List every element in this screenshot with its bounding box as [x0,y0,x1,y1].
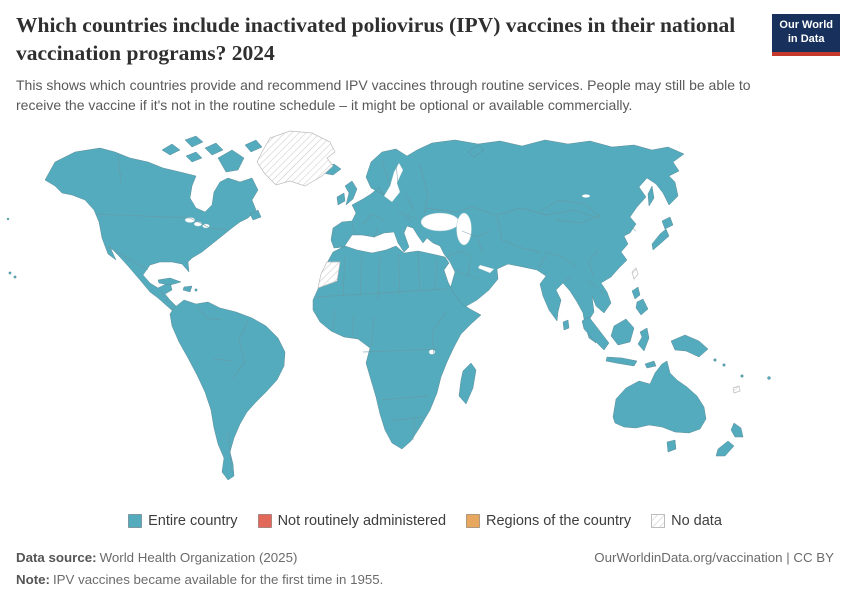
not-routine-swatch-icon [257,514,272,529]
island-solomon[interactable] [713,358,717,363]
island-vanuatu[interactable] [740,374,744,379]
region-new-caledonia-no-data[interactable] [732,386,741,394]
island-aleutian[interactable] [6,218,10,221]
region-taiwan-no-data[interactable] [631,267,639,281]
data-source-label: Data source: [16,550,97,566]
chart-subtitle: This shows which countries provide and r… [16,76,751,114]
island-solomon-2[interactable] [722,363,726,368]
legend-item-regions-of-country[interactable]: Regions of the country [466,513,631,529]
island-puerto-rico[interactable] [194,289,198,292]
landmass-eurasia[interactable] [330,140,685,345]
landmass-sakhalin[interactable] [647,185,655,208]
no-data-regions[interactable] [256,131,741,394]
logo-line-2: in Data [787,32,825,45]
landmass-caribbean[interactable] [157,278,193,293]
legend-label: Regions of the country [486,513,632,530]
footer-left: Data source: World Health Organization (2… [16,547,383,590]
legend-label: No data [671,513,722,530]
landmass-british-isles[interactable] [336,181,358,207]
landmass-africa[interactable] [312,246,482,450]
legend-item-not-routinely-administered[interactable]: Not routinely administered [257,513,447,530]
page-title: Which countries include inactivated poli… [16,13,736,65]
landmass-indonesia[interactable] [581,317,657,369]
landmass-newfoundland[interactable] [249,210,262,221]
landmass-arctic-islands[interactable] [161,136,263,173]
legend-label: Entire country [148,513,238,530]
owid-logo: Our World in Data [772,14,840,56]
landmass-philippines[interactable] [631,287,649,316]
map-legend: Entire country Not routinely administere… [0,513,850,529]
region-western-sahara-no-data[interactable] [317,262,341,290]
note-label: Note: [16,571,50,587]
landmass-north-america[interactable] [44,148,259,314]
note-line: Note: IPV vaccines became available for t… [16,569,383,590]
landmass-south-america[interactable] [169,300,286,481]
no-data-swatch-icon [651,514,666,529]
regions-swatch-icon [466,514,481,529]
credit-link[interactable]: OurWorldinData.org/vaccination | CC BY [594,550,834,566]
legend-item-entire-country[interactable]: Entire country [128,513,238,530]
chart-header: Which countries include inactivated poli… [0,0,850,115]
landmass-australia[interactable] [612,361,707,453]
landmass-new-guinea[interactable] [670,335,709,358]
island-fiji[interactable] [767,376,771,381]
landmass-madagascar[interactable] [458,363,477,405]
data-source-value: World Health Organization (2025) [99,550,298,566]
country-borders [95,153,637,473]
land-entire-country[interactable] [6,136,771,481]
landmass-greenland-no-data[interactable] [256,131,336,187]
landmass-sri-lanka[interactable] [562,320,570,331]
landmass-new-zealand[interactable] [715,423,744,457]
legend-label: Not routinely administered [277,513,447,530]
data-source-line: Data source: World Health Organization (2… [16,547,383,568]
chart-footer: Data source: World Health Organization (2… [0,547,850,590]
landmass-novaya-zemlya[interactable] [467,145,485,158]
legend-item-no-data[interactable]: No data [651,513,722,529]
logo-line-1: Our World [779,19,833,31]
island-hawaii[interactable] [8,272,12,275]
note-value: IPV vaccines became available for the fi… [52,571,384,587]
landmass-japan[interactable] [651,217,674,251]
world-map[interactable] [0,117,850,505]
entire-country-swatch-icon [128,514,143,529]
island-hawaii-2[interactable] [13,276,17,279]
water-bodies [184,163,591,356]
